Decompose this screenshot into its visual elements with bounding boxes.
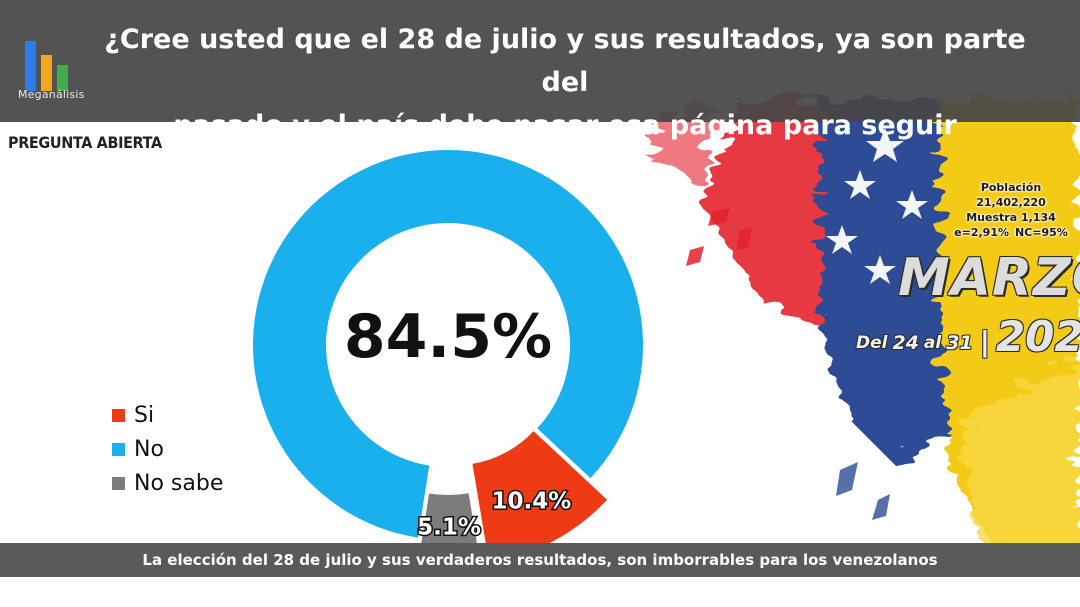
- sample-size: Muestra 1,134: [966, 211, 1056, 224]
- period-from-prefix: Del: [856, 333, 888, 353]
- legend-label-no: No: [134, 436, 164, 462]
- period-month: MARZO: [898, 248, 1080, 308]
- legend-swatch-no: [112, 442, 125, 456]
- survey-info: Población 21,402,220 Muestra 1,134 e=2,9…: [946, 180, 1076, 240]
- confidence-level: NC=95%: [1015, 226, 1068, 239]
- legend-label-si: Si: [134, 402, 155, 428]
- data-label-si: 10.4%: [491, 488, 571, 514]
- error-confidence-row: e=2,91% NC=95%: [946, 225, 1076, 240]
- question-line-2: pasado y el país debe pasar esa página p…: [173, 110, 957, 184]
- legend-label-no-sabe: No sabe: [134, 470, 224, 496]
- logo-text: Meganálisis: [18, 88, 85, 101]
- meganalisis-logo-icon: [25, 41, 68, 91]
- header-bar: Meganálisis ¿Cree usted que el 28 de jul…: [0, 0, 1080, 184]
- period-separator: |: [979, 325, 990, 358]
- legend-item-no-sabe: No sabe: [112, 466, 223, 500]
- population-value: 21,402,220: [976, 196, 1046, 209]
- slice-no: [252, 150, 643, 538]
- open-question-label: PREGUNTA ABIERTA: [8, 133, 162, 152]
- legend-swatch-si: [112, 408, 125, 422]
- question-title: ¿Cree usted que el 28 de julio y sus res…: [100, 18, 1030, 190]
- legend-swatch-no-sabe: [112, 476, 125, 490]
- legend-item-si: Si: [112, 398, 223, 432]
- footer-caption: La elección del 28 de julio y sus verdad…: [0, 543, 1080, 577]
- error-margin: e=2,91%: [954, 226, 1009, 239]
- slice-si: [472, 431, 608, 564]
- period-from-day: 24: [892, 332, 919, 354]
- period-to-day: 31: [946, 332, 973, 354]
- population-label: Población: [980, 181, 1042, 194]
- period-dates: Del 24 al 31 | 2025: [856, 312, 1080, 361]
- center-value: 84.5%: [344, 302, 552, 372]
- chart-legend: Si No No sabe: [112, 398, 223, 500]
- question-line-1: ¿Cree usted que el 28 de julio y sus res…: [104, 24, 1026, 98]
- slice-no-sabe: [420, 493, 478, 551]
- legend-item-no: No: [112, 432, 223, 466]
- period-to-prefix: al: [923, 333, 942, 353]
- data-label-no-sabe: 5.1%: [417, 515, 481, 541]
- period-year: 2025: [995, 312, 1080, 361]
